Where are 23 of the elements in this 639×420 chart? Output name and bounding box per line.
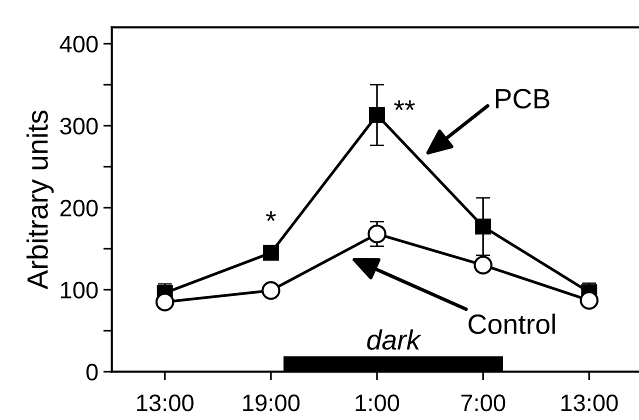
y-axis-title: Arbitrary units [26,110,54,290]
point [262,244,279,261]
y-tick-label: 400 [60,36,98,52]
x-tick-label: 19:00 [243,394,300,412]
point [475,218,492,235]
text: PCB [496,88,550,109]
annotation: ** [394,100,415,110]
y-tick-label: 200 [60,200,98,216]
y-tick-label: 300 [60,118,98,134]
x-tick-label: 1:00 [356,394,400,412]
x-tick-label: 13:00 [561,394,618,412]
y-tick-label: 0 [86,364,98,380]
band-label: dark [367,329,422,350]
point [369,107,385,124]
point [262,281,280,300]
x-tick-label: 7:00 [461,394,506,412]
series-label: Control [468,314,555,334]
point [368,224,386,244]
x-tick-label: 13:00 [137,394,194,412]
y-tick-label: 100 [61,282,98,298]
point [474,256,492,274]
point [155,292,174,312]
annotation: * [266,211,276,222]
